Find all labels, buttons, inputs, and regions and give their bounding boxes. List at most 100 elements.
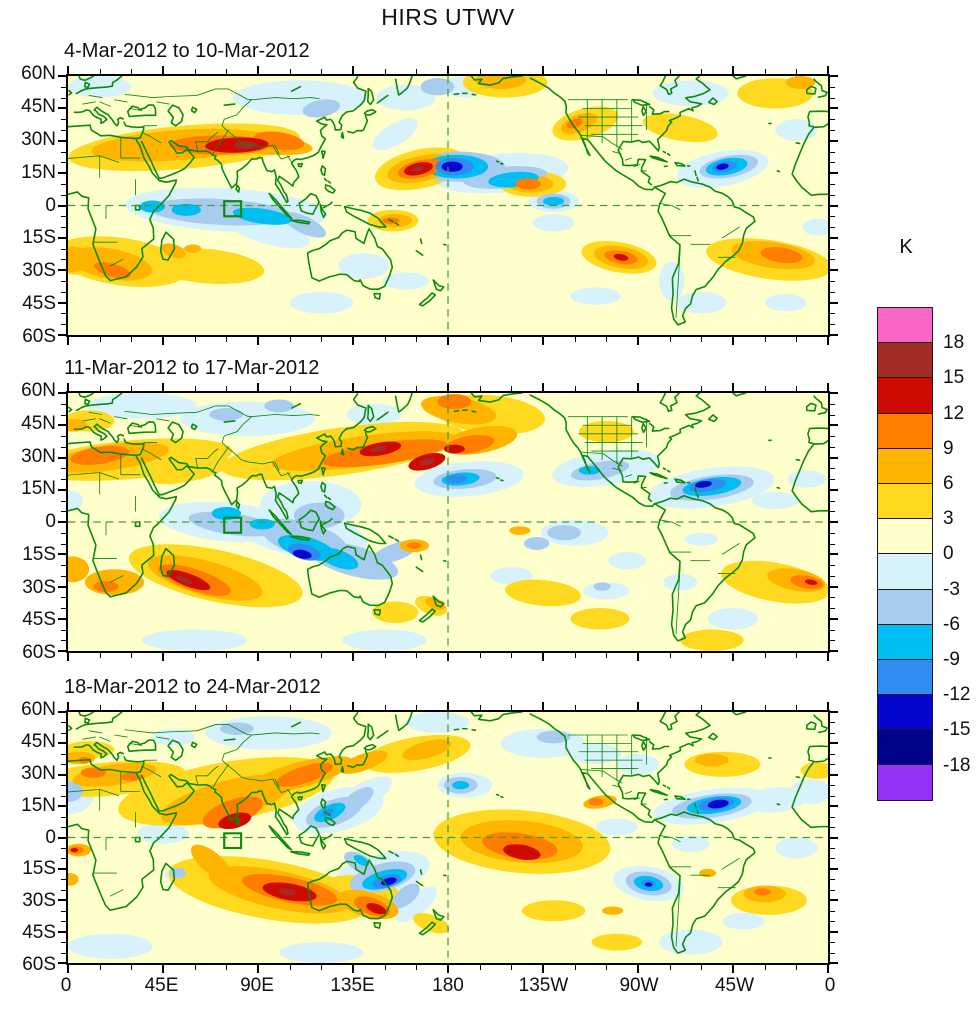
x-tick xyxy=(352,965,354,973)
map-panel-3 xyxy=(58,702,838,973)
figure-title: HIRS UTWV xyxy=(381,4,515,30)
anomaly-blob xyxy=(616,753,660,775)
anomaly-blob xyxy=(543,196,565,206)
x-tick xyxy=(415,653,417,658)
y-tick xyxy=(61,467,66,469)
y-tick xyxy=(61,248,66,250)
anomaly-blob xyxy=(218,812,252,830)
x-tick xyxy=(415,386,417,391)
x-tick xyxy=(162,383,164,391)
x-tick xyxy=(162,653,164,661)
x-tick xyxy=(764,705,766,710)
anomaly-blob xyxy=(395,886,437,923)
y-tick xyxy=(830,446,835,448)
lon-tick-label: 0 xyxy=(60,975,72,996)
y-tick xyxy=(830,742,838,744)
y-tick xyxy=(830,816,835,818)
colorbar-swatch xyxy=(877,482,933,520)
anomaly-blob xyxy=(93,262,131,279)
x-tick xyxy=(510,69,512,74)
y-tick xyxy=(830,478,835,480)
y-tick xyxy=(61,312,66,314)
x-tick xyxy=(194,965,196,970)
y-tick xyxy=(830,424,838,426)
y-tick xyxy=(61,118,66,120)
y-tick xyxy=(830,280,835,282)
y-tick xyxy=(61,446,66,448)
x-tick xyxy=(320,69,322,74)
x-tick xyxy=(447,337,449,345)
y-tick xyxy=(830,618,838,620)
x-tick xyxy=(510,705,512,710)
y-tick xyxy=(61,183,66,185)
y-tick xyxy=(61,753,66,755)
y-tick xyxy=(830,774,838,776)
x-tick xyxy=(605,965,607,970)
x-tick xyxy=(479,337,481,342)
y-tick xyxy=(61,414,66,416)
anomaly-blob xyxy=(644,882,653,887)
x-tick xyxy=(542,702,544,710)
y-tick xyxy=(58,107,66,109)
y-tick xyxy=(830,237,838,239)
x-tick xyxy=(257,337,259,345)
y-tick xyxy=(830,151,835,153)
anomaly-blob xyxy=(570,608,630,630)
anomaly-blob xyxy=(283,212,326,238)
anomaly-blob xyxy=(346,403,402,426)
anomaly-blob xyxy=(578,420,634,443)
lat-tick-label: 45S xyxy=(22,293,56,315)
anomaly-blob xyxy=(353,854,370,867)
anomaly-blob xyxy=(475,76,527,89)
y-tick xyxy=(61,639,66,641)
colorbar-tick-label: 3 xyxy=(943,508,954,530)
y-tick xyxy=(830,962,838,964)
anomaly-blob xyxy=(699,868,717,878)
y-tick xyxy=(61,194,66,196)
lat-tick-label: 45N xyxy=(21,95,56,117)
anomaly-blob xyxy=(671,835,710,853)
anomaly-blob xyxy=(68,246,90,273)
lat-tick-label: 30N xyxy=(21,762,56,784)
x-tick xyxy=(479,653,481,658)
colorbar xyxy=(877,307,933,801)
anomaly-blob xyxy=(521,900,586,922)
y-tick xyxy=(61,532,66,534)
x-tick xyxy=(447,653,449,661)
y-tick xyxy=(58,742,66,744)
x-tick xyxy=(700,705,702,710)
region-of-interest-box xyxy=(223,200,243,218)
y-tick xyxy=(61,280,66,282)
lat-tick-label: 15N xyxy=(21,161,56,183)
anomaly-blob xyxy=(760,247,803,264)
y-tick xyxy=(61,323,66,325)
lon-tick-label: 180 xyxy=(432,975,464,996)
colorbar-swatch xyxy=(877,764,933,801)
anomaly-blob xyxy=(209,408,244,421)
y-tick xyxy=(830,161,835,163)
y-tick xyxy=(830,215,835,217)
anomaly-blob xyxy=(171,203,201,216)
lat-tick-label: 0 xyxy=(45,194,56,216)
x-tick xyxy=(542,653,544,661)
y-tick xyxy=(830,878,835,880)
anomaly-blob xyxy=(402,739,452,761)
x-tick xyxy=(225,337,227,342)
x-tick xyxy=(700,386,702,391)
anomaly-blob xyxy=(800,762,828,779)
anomaly-blob xyxy=(695,753,729,767)
y-tick xyxy=(61,784,66,786)
lon-tick-label: 135E xyxy=(330,975,375,996)
x-tick xyxy=(574,965,576,970)
y-tick xyxy=(830,586,838,588)
y-tick xyxy=(61,86,66,88)
x-tick xyxy=(257,965,259,973)
anomaly-blob xyxy=(264,399,294,413)
y-tick xyxy=(61,596,66,598)
x-tick xyxy=(130,965,132,970)
colorbar-swatch xyxy=(877,412,933,449)
y-tick xyxy=(830,596,835,598)
y-tick xyxy=(830,75,838,77)
y-tick xyxy=(830,784,835,786)
anomaly-blob xyxy=(547,525,581,541)
